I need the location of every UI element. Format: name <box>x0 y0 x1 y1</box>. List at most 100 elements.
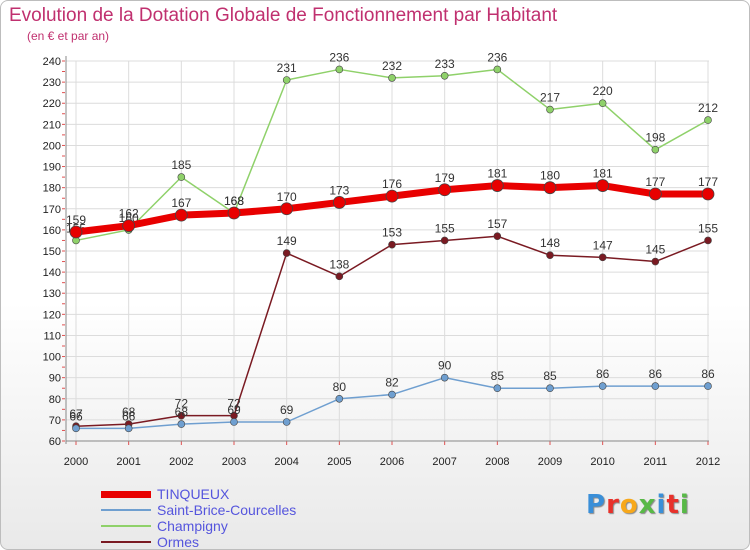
data-point <box>332 196 346 209</box>
data-point <box>648 187 662 201</box>
data-point <box>282 418 291 426</box>
y-tick-label: 230 <box>43 77 61 89</box>
data-label: 153 <box>382 226 402 240</box>
data-label: 198 <box>645 131 665 145</box>
data-label: 80 <box>333 380 347 394</box>
x-tick-label: 2004 <box>274 456 298 468</box>
data-label: 68 <box>122 405 136 419</box>
data-label: 176 <box>382 177 402 191</box>
y-tick-label: 70 <box>49 415 61 427</box>
data-point <box>546 105 554 114</box>
x-tick-label: 2000 <box>64 456 88 468</box>
y-tick-label: 140 <box>43 267 61 279</box>
data-label: 86 <box>701 367 715 381</box>
data-point <box>490 179 504 192</box>
x-tick-label: 2001 <box>116 456 140 468</box>
data-point <box>388 74 396 82</box>
logo-letter: i <box>679 490 690 520</box>
x-tick-label: 2003 <box>222 456 246 468</box>
chart-title: Evolution de la Dotation Globale de Fonc… <box>9 5 558 26</box>
logo-letter: t <box>666 490 680 520</box>
x-tick-label: 2009 <box>538 456 562 468</box>
data-point <box>651 382 660 390</box>
data-label: 173 <box>329 183 349 197</box>
x-tick-label: 2012 <box>696 456 720 468</box>
y-tick-label: 100 <box>43 352 61 364</box>
data-label: 138 <box>329 257 349 271</box>
legend-item: Champigny <box>101 518 228 534</box>
data-point <box>230 418 238 426</box>
legend-swatch <box>101 541 151 543</box>
data-label: 86 <box>596 367 610 381</box>
y-tick-label: 110 <box>43 330 61 342</box>
data-label: 148 <box>540 236 560 250</box>
data-label: 72 <box>175 397 189 411</box>
data-label: 236 <box>487 50 507 64</box>
data-label: 67 <box>69 407 83 421</box>
data-label: 72 <box>227 397 241 411</box>
data-label: 90 <box>438 359 452 373</box>
chart-subtitle: (en € et par an) <box>27 29 110 43</box>
legend-label: TINQUEUX <box>157 486 230 502</box>
logo-letter: P <box>586 490 607 520</box>
data-point <box>282 249 291 257</box>
data-point <box>493 232 502 241</box>
data-label: 85 <box>543 369 557 383</box>
data-label: 86 <box>649 367 663 381</box>
data-point <box>440 373 449 382</box>
logo-letter: x <box>638 490 657 520</box>
data-point <box>701 187 715 201</box>
data-label: 168 <box>224 194 244 208</box>
x-tick-label: 2005 <box>327 456 351 468</box>
legend-swatch <box>101 525 151 527</box>
data-label: 162 <box>119 207 139 221</box>
legend-swatch <box>101 490 151 498</box>
data-point <box>546 251 554 260</box>
data-label: 145 <box>645 243 665 257</box>
data-point <box>335 272 344 281</box>
data-label: 66 <box>122 409 136 423</box>
data-point <box>596 179 610 192</box>
data-label: 85 <box>491 369 505 383</box>
data-point <box>388 390 396 399</box>
x-tick-label: 2008 <box>485 456 509 468</box>
data-label: 155 <box>698 221 718 235</box>
y-tick-label: 130 <box>43 288 61 300</box>
data-point <box>651 145 660 154</box>
y-tick-label: 210 <box>43 119 61 131</box>
data-label: 157 <box>487 217 507 231</box>
x-tick-label: 2007 <box>432 456 456 468</box>
data-point <box>704 236 712 245</box>
data-point <box>438 183 452 197</box>
data-point <box>704 382 712 390</box>
legend-item: Saint-Brice-Courcelles <box>101 502 296 518</box>
data-point <box>72 424 80 433</box>
data-point <box>177 411 186 420</box>
data-label: 220 <box>593 84 613 98</box>
data-label: 68 <box>175 405 189 419</box>
data-label: 168 <box>224 194 244 208</box>
data-label: 185 <box>171 158 191 172</box>
logo-letter: r <box>606 490 620 520</box>
data-point <box>280 202 294 216</box>
data-label: 232 <box>382 59 402 73</box>
data-label: 149 <box>277 234 297 248</box>
data-point <box>651 257 660 266</box>
data-label: 167 <box>171 196 191 210</box>
data-point <box>704 116 712 124</box>
y-tick-label: 220 <box>43 98 61 110</box>
data-point <box>177 420 186 428</box>
y-tick-label: 120 <box>43 309 61 321</box>
data-label: 82 <box>385 376 399 390</box>
data-point <box>124 424 133 433</box>
proxiti-logo: Proxiti <box>586 490 690 520</box>
y-tick-label: 240 <box>43 56 61 68</box>
data-point <box>598 382 607 390</box>
data-point <box>69 225 83 239</box>
data-label: 66 <box>69 409 83 423</box>
logo-letter: o <box>619 490 639 520</box>
legend-swatch <box>101 509 151 511</box>
data-point <box>335 65 344 74</box>
